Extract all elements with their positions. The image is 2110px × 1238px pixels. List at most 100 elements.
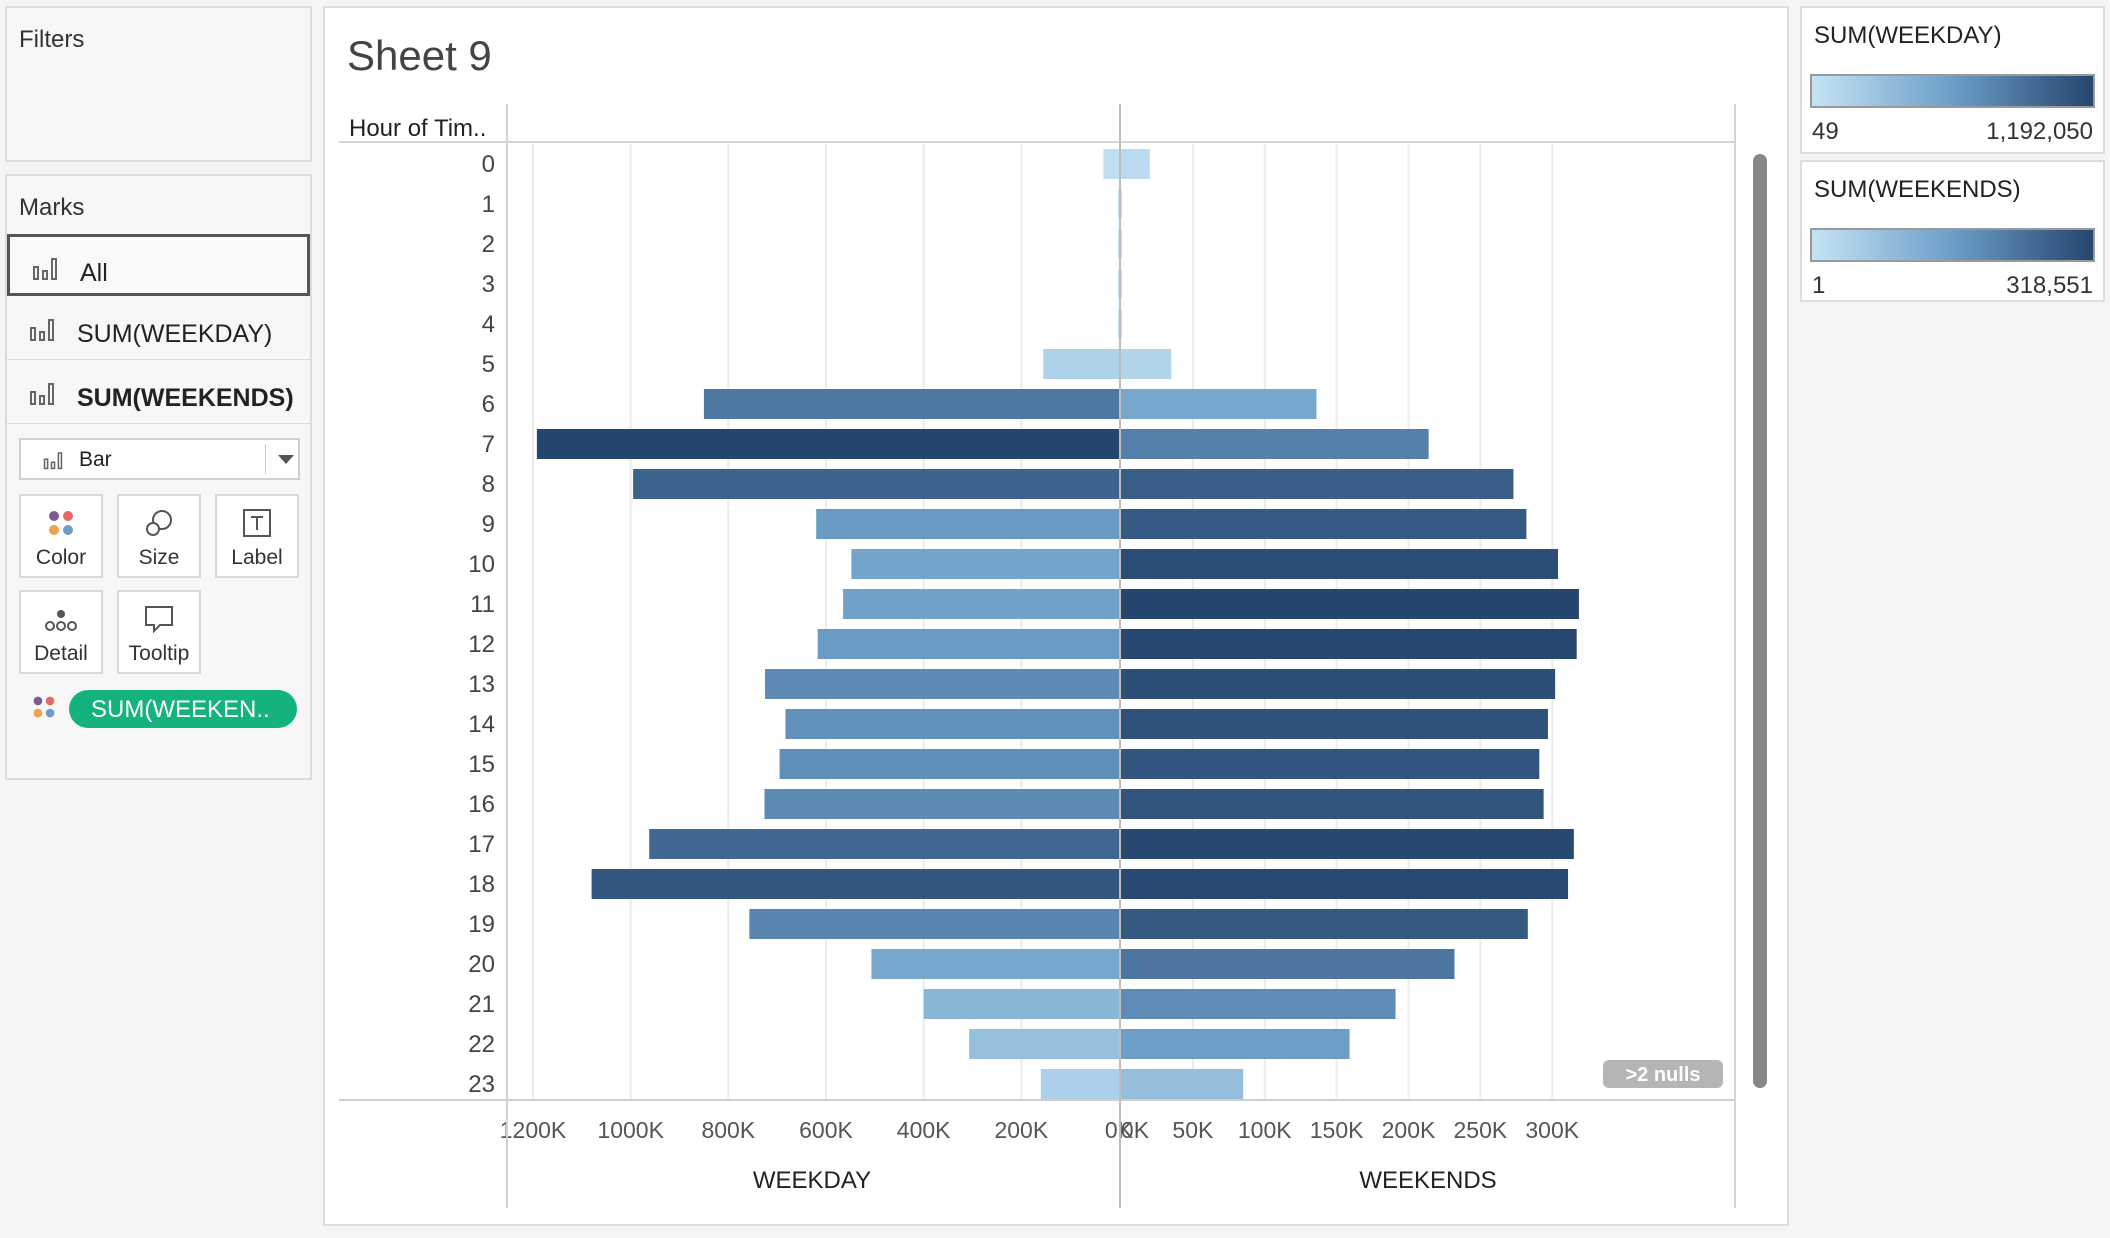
hour-label: 23 (468, 1071, 495, 1098)
weekends-bar[interactable] (1121, 189, 1122, 219)
label-button[interactable]: Label (215, 494, 299, 578)
weekends-bar[interactable] (1121, 909, 1528, 939)
hour-label: 15 (468, 751, 495, 778)
weekday-bar[interactable] (785, 709, 1119, 739)
legend-sum-weekday-title: SUM(WEEKDAY) (1814, 22, 2002, 49)
sheet-view: Sheet 9 Hour of Tim.. 1200K 1000K 800K 600K… (323, 6, 1789, 1226)
detail-button[interactable]: Detail (19, 590, 103, 674)
weekends-bar[interactable] (1121, 389, 1317, 419)
weekday-bar[interactable] (749, 909, 1119, 939)
color-field-pill-label: SUM(WEEKEN.. (91, 696, 270, 723)
color-dots-icon (33, 696, 55, 718)
weekday-bar[interactable] (1043, 349, 1119, 379)
weekends-bar[interactable] (1121, 869, 1569, 899)
weekends-bar[interactable] (1121, 309, 1122, 339)
weekday-bar[interactable] (1118, 189, 1119, 219)
weekday-bar[interactable] (1118, 229, 1119, 259)
weekday-bar[interactable] (764, 669, 1119, 699)
legend-sum-weekday-max: 1,192,050 (1986, 118, 2093, 145)
weekday-bar[interactable] (633, 469, 1119, 499)
weekday-tick-label: 800K (701, 1117, 755, 1143)
weekends-bar[interactable] (1121, 509, 1527, 539)
weekends-bar[interactable] (1121, 229, 1122, 259)
weekends-bar[interactable] (1121, 749, 1540, 779)
weekday-bar[interactable] (871, 949, 1119, 979)
weekday-bar[interactable] (764, 789, 1119, 819)
weekends-bar[interactable] (1121, 629, 1577, 659)
hour-label: 16 (468, 791, 495, 818)
color-button[interactable]: Color (19, 494, 103, 578)
weekday-bar[interactable] (536, 429, 1119, 459)
weekends-tick-label: 100K (1238, 1117, 1292, 1143)
filters-shelf[interactable]: Filters (5, 6, 312, 162)
vertical-scrollbar-thumb[interactable] (1753, 154, 1767, 1088)
hour-label: 8 (482, 471, 495, 498)
tooltip-button-label: Tooltip (128, 642, 190, 665)
marks-card-sum-weekday[interactable]: SUM(WEEKDAY) (7, 298, 310, 360)
bar-chart-icon (43, 452, 63, 470)
weekday-bar[interactable] (703, 389, 1119, 419)
dropdown-divider (265, 444, 266, 474)
weekday-bar[interactable] (843, 589, 1119, 619)
weekday-axis-title: WEEKDAY (753, 1167, 871, 1194)
weekday-bar[interactable] (851, 549, 1119, 579)
filters-title: Filters (19, 26, 85, 53)
weekday-bar[interactable] (591, 869, 1119, 899)
weekends-axis-title: WEEKENDS (1359, 1167, 1496, 1194)
weekends-bar[interactable] (1121, 669, 1556, 699)
weekday-bar[interactable] (817, 629, 1119, 659)
weekday-bar[interactable] (1040, 1069, 1119, 1099)
nulls-badge[interactable]: >2 nulls (1603, 1060, 1723, 1088)
weekends-bar[interactable] (1121, 429, 1429, 459)
weekday-bar[interactable] (779, 749, 1119, 779)
weekends-bar[interactable] (1121, 349, 1172, 379)
weekday-bar[interactable] (816, 509, 1119, 539)
hour-label: 0 (482, 151, 495, 178)
size-button-label: Size (138, 546, 180, 569)
weekends-tick-label: 50K (1172, 1117, 1214, 1143)
weekends-bar[interactable] (1121, 1069, 1244, 1099)
weekday-bar[interactable] (1118, 309, 1119, 339)
weekends-bar[interactable] (1121, 549, 1558, 579)
size-button[interactable]: Size (117, 494, 201, 578)
hour-label: 21 (468, 991, 495, 1018)
detail-button-label: Detail (34, 642, 88, 665)
weekday-bar[interactable] (923, 989, 1119, 1019)
hour-label: 17 (468, 831, 495, 858)
size-circles-icon (146, 510, 172, 536)
weekday-bar[interactable] (1118, 269, 1119, 299)
weekday-bar[interactable] (969, 1029, 1119, 1059)
color-field-pill[interactable]: SUM(WEEKEN.. (69, 690, 297, 728)
mark-type-dropdown[interactable]: Bar (19, 438, 300, 480)
marks-card-all[interactable]: All (7, 234, 310, 296)
weekends-bar[interactable] (1121, 149, 1150, 179)
weekday-tick-label: 600K (799, 1117, 853, 1143)
tooltip-bubble-icon (145, 606, 173, 634)
bar-chart-icon (30, 319, 54, 341)
weekday-tick-label: 200K (994, 1117, 1048, 1143)
marks-card-sum-weekends-label: SUM(WEEKENDS) (77, 384, 294, 412)
legend-sum-weekends-ramp (1810, 228, 2095, 262)
hour-label: 6 (482, 391, 495, 418)
weekday-bar[interactable] (1103, 149, 1119, 179)
weekday-bar[interactable] (649, 829, 1119, 859)
weekends-bar[interactable] (1121, 1029, 1350, 1059)
weekends-bar[interactable] (1121, 709, 1548, 739)
marks-card-sum-weekends[interactable]: SUM(WEEKENDS) (7, 362, 310, 424)
weekends-bar[interactable] (1121, 789, 1544, 819)
legend-sum-weekends-max: 318,551 (2006, 272, 2093, 299)
tooltip-button[interactable]: Tooltip (117, 590, 201, 674)
hour-label: 19 (468, 911, 495, 938)
legend-sum-weekday[interactable]: SUM(WEEKDAY) 49 1,192,050 (1800, 6, 2105, 154)
weekends-bar[interactable] (1121, 269, 1122, 299)
weekends-bar[interactable] (1121, 989, 1396, 1019)
hour-label: 22 (468, 1031, 495, 1058)
weekends-bar[interactable] (1121, 469, 1514, 499)
weekends-bar[interactable] (1121, 949, 1455, 979)
legend-sum-weekends[interactable]: SUM(WEEKENDS) 1 318,551 (1800, 160, 2105, 302)
hour-label: 4 (482, 311, 495, 338)
weekends-bar[interactable] (1121, 829, 1574, 859)
bar-chart-icon (30, 383, 54, 405)
weekends-bar[interactable] (1121, 589, 1579, 619)
hour-label: 20 (468, 951, 495, 978)
